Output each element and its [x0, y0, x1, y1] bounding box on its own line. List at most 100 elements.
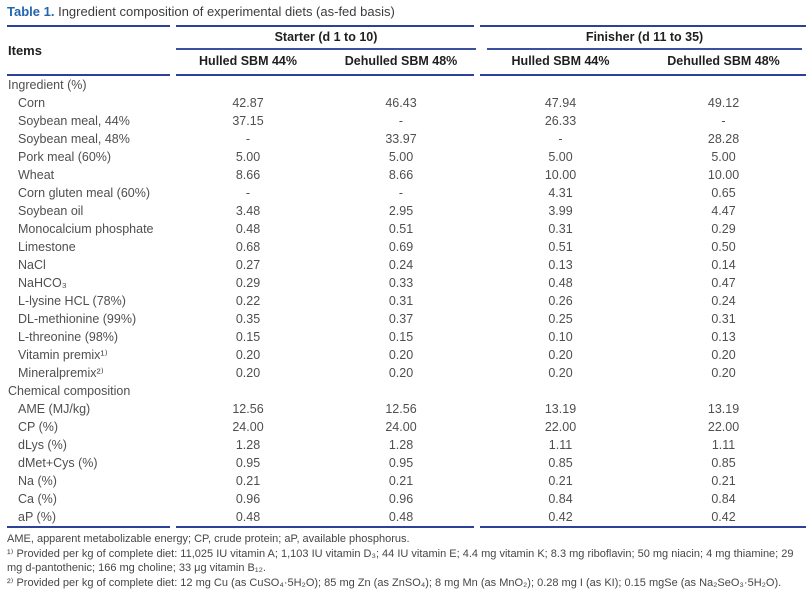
cell-value: 22.00	[707, 420, 740, 434]
footnote-2-text: Provided per kg of complete diet: 12 mg …	[16, 576, 782, 589]
cell-value: 0.85	[711, 456, 736, 470]
cell-value: 0.31	[711, 312, 736, 326]
header-bottom-rule-row	[7, 74, 807, 76]
table-number: Table 1.	[7, 4, 55, 19]
header-bottom-rule	[7, 74, 807, 76]
cell-value: 0.24	[711, 294, 736, 308]
cell-value: 37.15	[232, 114, 264, 128]
row-label: Corn	[18, 96, 46, 110]
cell-value: 1.28	[388, 438, 414, 452]
column-header-items: Items	[8, 43, 42, 58]
table-row: CP (%) 24.00 24.00 22.00 22.00	[7, 418, 806, 436]
group-header-finisher: Finisher (d 11 to 35)	[480, 27, 806, 50]
cell-value: 0.20	[388, 348, 414, 362]
row-label: Limestone	[18, 240, 76, 254]
table-row: Wheat 8.66 8.66 10.00 10.00	[7, 166, 806, 184]
cell-value: 0.33	[388, 276, 414, 290]
row-label: Mineralpremix²⁾	[18, 366, 104, 380]
cell-value: -	[721, 114, 726, 128]
table-row: Soybean meal, 44% 37.15 - 26.33 -	[7, 112, 806, 130]
row-label: Pork meal (60%)	[18, 150, 112, 164]
cell-value: 5.00	[548, 150, 573, 164]
bottom-rule	[7, 526, 807, 528]
cell-value: 0.31	[388, 294, 414, 308]
cell-value: -	[398, 186, 404, 200]
cell-value: 8.66	[388, 168, 414, 182]
column-header-finisher-hulled: Hulled SBM 44%	[511, 54, 610, 68]
table-row: Mineralpremix²⁾ 0.20 0.20 0.20 0.20	[7, 364, 806, 382]
cell-value: 8.66	[235, 168, 261, 182]
cell-value: 0.65	[711, 186, 736, 200]
table-top-rule	[7, 25, 807, 27]
footnote-1-marker: ¹⁾	[7, 547, 14, 560]
cell-value: 0.37	[388, 312, 414, 326]
cell-value: 0.85	[548, 456, 573, 470]
cell-value: 0.20	[711, 348, 736, 362]
row-label: AME (MJ/kg)	[18, 402, 91, 416]
row-label: Wheat	[18, 168, 55, 182]
cell-value: 3.99	[548, 204, 573, 218]
row-label: CP (%)	[18, 420, 59, 434]
table-row: Monocalcium phosphate 0.48 0.51 0.31 0.29	[7, 220, 806, 238]
cell-value: 2.95	[388, 204, 414, 218]
row-label: Na (%)	[18, 474, 57, 488]
cell-value: 0.13	[711, 330, 736, 344]
cell-value: 46.43	[385, 96, 417, 110]
table-row: Soybean meal, 48% - 33.97 - 28.28	[7, 130, 806, 148]
cell-value: 28.28	[707, 132, 740, 146]
cell-value: 0.15	[388, 330, 414, 344]
cell-value: 0.48	[235, 510, 261, 524]
row-label: aP (%)	[18, 510, 56, 524]
row-label: Corn gluten meal (60%)	[18, 186, 151, 200]
table-footnotes: AME, apparent metabolizable energy; CP, …	[7, 532, 806, 590]
table-row: Corn 42.87 46.43 47.94 49.12	[7, 94, 806, 112]
cell-value: 0.84	[711, 492, 736, 506]
cell-value: 24.00	[232, 420, 264, 434]
table-body: Ingredient (%) Corn 42.87 46.43 47.94 49.12 So…	[7, 76, 806, 526]
cell-value: 0.96	[388, 492, 414, 506]
cell-value: 0.20	[235, 366, 261, 380]
group-header-starter: Starter (d 1 to 10)	[174, 27, 480, 50]
table-row: DL-methionine (99%) 0.35 0.37 0.25 0.31	[7, 310, 806, 328]
table-row: aP (%) 0.48 0.48 0.42 0.42	[7, 508, 806, 526]
cell-value: 1.11	[711, 438, 736, 452]
cell-value: 0.10	[548, 330, 573, 344]
table-row: L-threonine (98%) 0.15 0.15 0.10 0.13	[7, 328, 806, 346]
row-label: NaCl	[18, 258, 46, 272]
cell-value: 0.68	[235, 240, 261, 254]
cell-value: 0.95	[235, 456, 261, 470]
cell-value: 0.42	[711, 510, 736, 524]
cell-value: 0.26	[548, 294, 573, 308]
table-row: AME (MJ/kg) 12.56 12.56 13.19 13.19	[7, 400, 806, 418]
cell-value: 0.51	[548, 240, 573, 254]
table-row: Soybean oil 3.48 2.95 3.99 4.47	[7, 202, 806, 220]
cell-value: 0.29	[235, 276, 261, 290]
section-header-row: Chemical composition	[7, 382, 806, 400]
table-row: NaCl 0.27 0.24 0.13 0.14	[7, 256, 806, 274]
row-label: dLys (%)	[18, 438, 67, 452]
column-header-finisher-dehulled: Dehulled SBM 48%	[667, 54, 780, 68]
cell-value: 0.21	[388, 474, 414, 488]
cell-value: 13.19	[707, 402, 740, 416]
cell-value: 1.11	[548, 438, 573, 452]
table-row: L-lysine HCL (78%) 0.22 0.31 0.26 0.24	[7, 292, 806, 310]
cell-value: -	[398, 114, 404, 128]
row-label: DL-methionine (99%)	[18, 312, 137, 326]
cell-value: 0.14	[711, 258, 736, 272]
footnote-1-text: Provided per kg of complete diet: 11,025…	[7, 547, 794, 575]
cell-value: 0.21	[235, 474, 261, 488]
cell-value: 5.00	[711, 150, 736, 164]
cell-value: 0.24	[388, 258, 414, 272]
row-label: L-threonine (98%)	[18, 330, 119, 344]
row-label: Vitamin premix¹⁾	[18, 348, 108, 362]
cell-value: -	[245, 186, 251, 200]
cell-value: 0.48	[548, 276, 573, 290]
row-label: Monocalcium phosphate	[18, 222, 154, 236]
cell-value: 0.51	[388, 222, 414, 236]
top-rule	[7, 25, 807, 27]
cell-value: -	[558, 132, 563, 146]
cell-value: 26.33	[544, 114, 577, 128]
column-header-starter-hulled: Hulled SBM 44%	[199, 54, 297, 68]
cell-value: 4.47	[711, 204, 736, 218]
